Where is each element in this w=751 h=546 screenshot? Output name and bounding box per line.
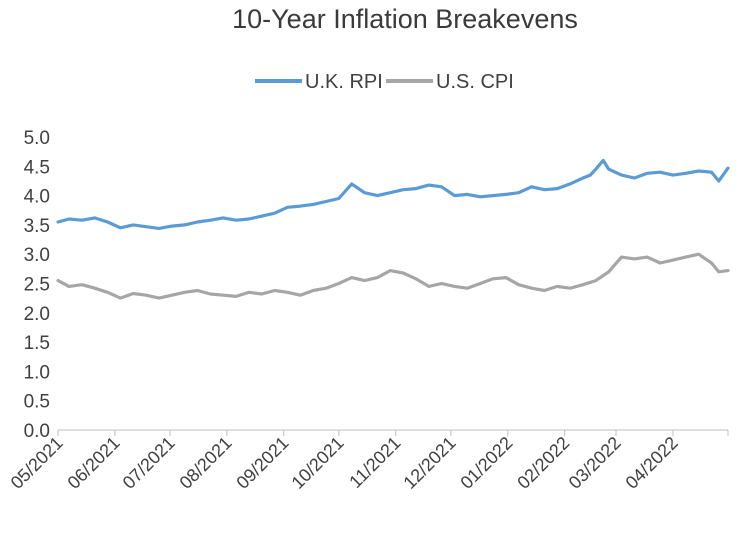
x-tick-label: 11/2021 [345,433,404,492]
y-axis: 0.0 0.5 1.0 1.5 2.0 2.5 3.0 3.5 4.0 4.5 5.0 [24,128,50,442]
x-tick-label: 09/2021 [232,433,292,493]
x-tick-label: 10/2021 [288,433,348,493]
y-tick-label: 4.5 [24,157,50,178]
legend-label-uk-rpi: U.K. RPI [305,71,383,93]
x-tick-label: 08/2021 [176,433,236,493]
y-tick-label: 1.0 [24,362,50,383]
x-tick-label: 01/2022 [456,433,516,493]
legend-item-us-cpi: U.S. CPI [386,71,514,93]
series-line-uk-rpi [56,158,730,230]
x-tick-label: 04/2022 [622,433,682,493]
x-tick-label: 03/2022 [565,433,625,493]
y-tick-label: 5.0 [24,128,50,149]
y-tick-label: 3.0 [24,245,50,266]
series-line-us-cpi [56,252,730,300]
y-tick-label: 3.5 [24,216,50,237]
x-tick-label: 12/2021 [399,433,459,493]
legend-item-uk-rpi: U.K. RPI [255,71,383,93]
y-tick-label: 4.0 [24,187,50,208]
y-tick-label: 0.0 [24,421,50,442]
legend-label-us-cpi: U.S. CPI [436,71,514,93]
series-layer [56,158,730,300]
chart-title: 10-Year Inflation Breakevens [232,4,578,34]
y-tick-label: 0.5 [24,392,50,413]
legend: U.K. RPI U.S. CPI [255,71,514,93]
x-tick-label: 02/2022 [513,433,573,493]
y-tick-label: 2.5 [24,275,50,296]
x-axis: 05/202106/202107/202108/202109/202110/20… [7,429,729,493]
y-tick-label: 2.0 [24,304,50,325]
x-tick-label: 06/2021 [64,433,124,493]
y-tick-label: 1.5 [24,333,50,354]
x-tick-label: 07/2021 [119,433,179,493]
